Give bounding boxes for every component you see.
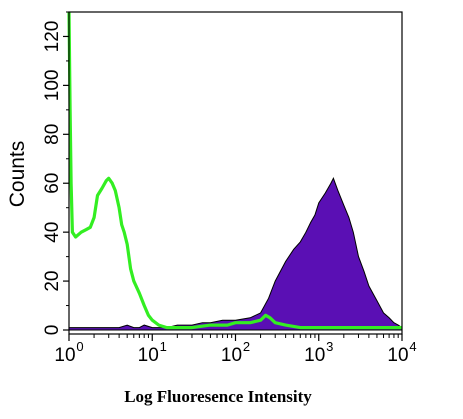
y-tick-label: 80	[42, 124, 63, 145]
x-tick-exponent: 4	[409, 339, 416, 354]
x-tick-label: 10	[54, 345, 75, 366]
x-tick-label: 10	[221, 345, 242, 366]
x-tick-exponent: 0	[76, 339, 83, 354]
x-axis-label: Log Fluoresence Intensity	[124, 387, 312, 406]
x-tick-exponent: 1	[160, 339, 167, 354]
plot-area	[67, 11, 403, 331]
y-tick-label: 120	[42, 21, 63, 53]
x-tick-label: 10	[387, 345, 408, 366]
x-tick-exponent: 3	[326, 339, 333, 354]
y-tick-label: 0	[42, 325, 63, 336]
y-tick-label: 40	[42, 222, 63, 243]
y-tick-label: 20	[42, 271, 63, 292]
x-tick-exponent: 2	[243, 339, 250, 354]
y-tick-label: 60	[42, 173, 63, 194]
y-axis-label: Counts	[6, 141, 29, 208]
x-tick-label: 10	[304, 345, 325, 366]
y-tick-label: 100	[42, 70, 63, 102]
x-tick-label: 10	[138, 345, 159, 366]
control-histogram	[67, 11, 402, 330]
sample-histogram	[68, 177, 403, 331]
